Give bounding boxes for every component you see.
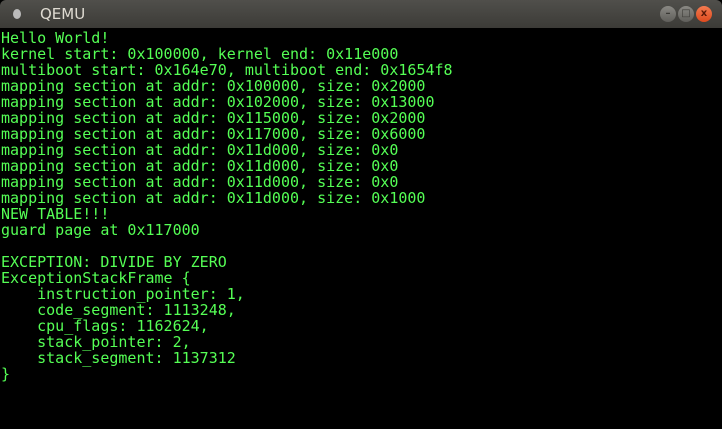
console-line: code_segment: 1113248, xyxy=(1,301,236,319)
close-icon: x xyxy=(700,8,708,19)
vm-display[interactable] xyxy=(0,28,722,429)
console-line: mapping section at addr: 0x102000, size:… xyxy=(1,93,435,111)
maximize-button[interactable]: □ xyxy=(678,6,694,22)
console-line: mapping section at addr: 0x115000, size:… xyxy=(1,109,426,127)
console-line: NEW TABLE!!! xyxy=(1,205,110,223)
qemu-app-icon xyxy=(13,9,21,19)
title-bar[interactable]: QEMU – □ x xyxy=(0,0,722,28)
minimize-icon: – xyxy=(665,8,671,19)
console-line: } xyxy=(1,365,11,383)
console-line: mapping section at addr: 0x11d000, size:… xyxy=(1,173,399,191)
console-line: mapping section at addr: 0x117000, size:… xyxy=(1,125,426,143)
console-line: Hello World! xyxy=(1,29,110,47)
console-line: kernel start: 0x100000, kernel end: 0x11… xyxy=(1,45,399,63)
console-line: mapping section at addr: 0x11d000, size:… xyxy=(1,189,426,207)
console-line: guard page at 0x117000 xyxy=(1,221,200,239)
console-output: Hello World! kernel start: 0x100000, kern… xyxy=(1,30,453,382)
console-line: mapping section at addr: 0x100000, size:… xyxy=(1,77,426,95)
maximize-icon: □ xyxy=(681,8,691,19)
window-title: QEMU xyxy=(40,5,86,23)
console-line: mapping section at addr: 0x11d000, size:… xyxy=(1,157,399,175)
console-line: EXCEPTION: DIVIDE BY ZERO xyxy=(1,253,227,271)
console-line: mapping section at addr: 0x11d000, size:… xyxy=(1,141,399,159)
minimize-button[interactable]: – xyxy=(660,6,676,22)
console-line: multiboot start: 0x164e70, multiboot end… xyxy=(1,61,453,79)
close-button[interactable]: x xyxy=(696,6,712,22)
console-line: cpu_flags: 1162624, xyxy=(1,317,209,335)
console-line: stack_segment: 1137312 xyxy=(1,349,236,367)
console-line: ExceptionStackFrame { xyxy=(1,269,191,287)
console-line: instruction_pointer: 1, xyxy=(1,285,245,303)
console-line: stack_pointer: 2, xyxy=(1,333,191,351)
console-line xyxy=(1,238,453,254)
